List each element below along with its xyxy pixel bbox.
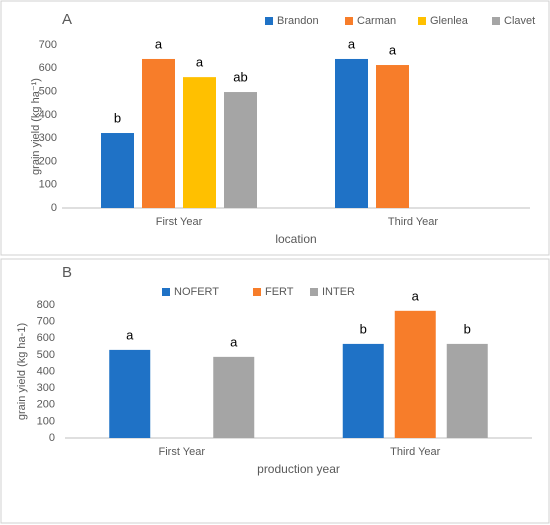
legend-label: Clavet [504, 15, 535, 27]
significance-letter: a [230, 334, 238, 349]
bar [183, 77, 216, 209]
legend-label: FERT [265, 286, 294, 298]
panel-label: A [62, 11, 72, 28]
y-tick-label: 300 [39, 132, 57, 144]
y-tick-label: 0 [51, 202, 57, 214]
legend-swatch [162, 288, 170, 296]
y-tick-label: 500 [39, 85, 57, 97]
legend-label: Brandon [277, 15, 319, 27]
y-tick-label: 300 [37, 382, 55, 394]
legend-label: Carman [357, 15, 396, 27]
y-axis-label: grain yield (kg ha⁻¹) [30, 78, 42, 175]
bar [109, 349, 151, 438]
bar [342, 343, 384, 438]
bar [224, 92, 257, 208]
y-tick-label: 200 [37, 399, 55, 411]
legend-swatch [253, 288, 261, 296]
y-tick-label: 600 [39, 62, 57, 74]
legend-label: NOFERT [174, 286, 219, 298]
panel-frame [0, 258, 550, 524]
y-tick-label: 800 [37, 299, 55, 311]
x-axis-label: location [275, 232, 316, 246]
legend-swatch [265, 17, 273, 25]
bar [394, 310, 436, 438]
x-tick-label: First Year [159, 446, 206, 458]
legend-swatch [418, 17, 426, 25]
bar [101, 133, 134, 208]
bar [376, 65, 409, 208]
y-tick-label: 100 [37, 415, 55, 427]
legend-swatch [310, 288, 318, 296]
legend-label: Glenlea [430, 15, 469, 27]
significance-letter: b [360, 321, 367, 336]
significance-letter: b [114, 110, 121, 125]
y-tick-label: 500 [37, 349, 55, 361]
x-tick-label: First Year [156, 216, 203, 228]
bar [335, 58, 368, 208]
y-tick-label: 100 [39, 179, 57, 191]
significance-letter: a [126, 327, 134, 342]
legend-label: INTER [322, 286, 355, 298]
y-axis-label: grain yield (kg ha-1) [16, 323, 28, 420]
panel-frame [0, 0, 550, 256]
y-tick-label: 600 [37, 332, 55, 344]
bar [213, 356, 255, 438]
y-tick-label: 0 [49, 432, 55, 444]
y-tick-label: 400 [39, 109, 57, 121]
x-axis-label: production year [257, 462, 340, 476]
y-tick-label: 700 [37, 316, 55, 328]
significance-letter: a [196, 55, 204, 70]
significance-letter: a [412, 288, 420, 303]
x-tick-label: Third Year [390, 446, 440, 458]
significance-letter: a [348, 36, 356, 51]
bar [446, 343, 488, 438]
y-tick-label: 200 [39, 155, 57, 167]
y-tick-label: 400 [37, 365, 55, 377]
panel-label: B [62, 264, 72, 281]
significance-letter: a [389, 42, 397, 57]
x-tick-label: Third Year [388, 216, 438, 228]
bar [142, 58, 175, 208]
significance-letter: b [464, 321, 471, 336]
significance-letter: a [155, 36, 163, 51]
legend-swatch [345, 17, 353, 25]
y-tick-label: 700 [39, 39, 57, 51]
legend-swatch [492, 17, 500, 25]
significance-letter: ab [233, 69, 247, 84]
